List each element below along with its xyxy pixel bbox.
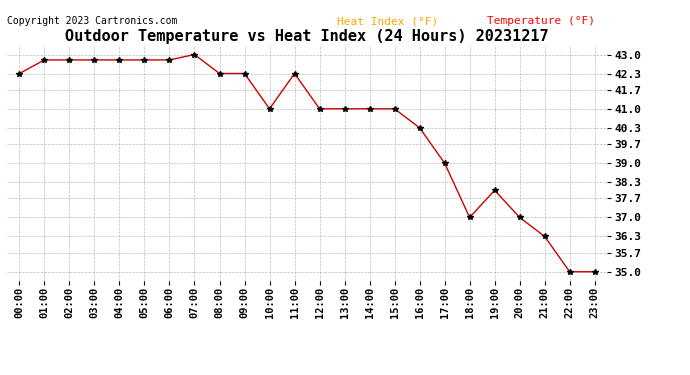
Title: Outdoor Temperature vs Heat Index (24 Hours) 20231217: Outdoor Temperature vs Heat Index (24 Ho… <box>66 29 549 44</box>
Text: Heat Index (°F): Heat Index (°F) <box>337 16 438 26</box>
Text: Copyright 2023 Cartronics.com: Copyright 2023 Cartronics.com <box>7 16 177 26</box>
Text: Temperature (°F): Temperature (°F) <box>487 16 595 26</box>
